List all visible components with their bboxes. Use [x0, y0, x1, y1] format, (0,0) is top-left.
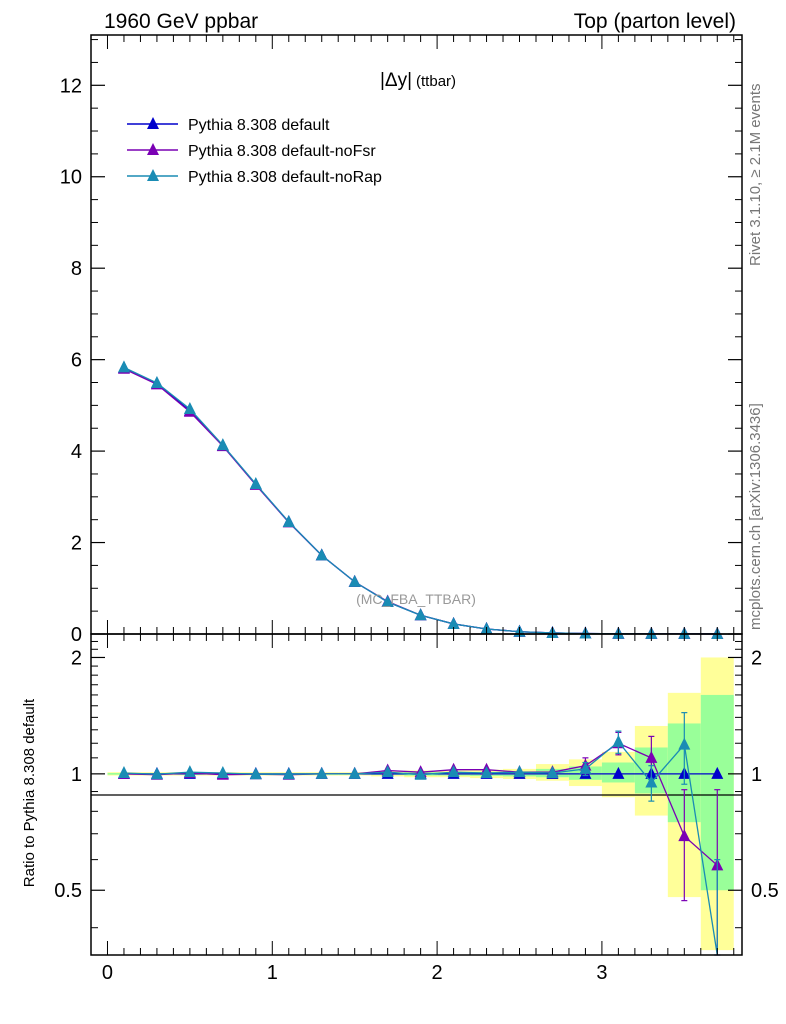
ratio-frame	[90, 633, 743, 956]
ratio-point	[612, 766, 625, 779]
header-right: Top (parton level)	[574, 10, 736, 33]
ratio-point	[513, 765, 526, 778]
ratio-point	[678, 737, 691, 750]
ratio-point	[150, 767, 163, 780]
main-point	[315, 548, 328, 561]
ratio-point	[645, 750, 658, 763]
main-point	[282, 514, 295, 527]
ratio-point	[546, 766, 559, 779]
y-tick-label: 8	[71, 258, 82, 280]
ratio-point	[678, 829, 691, 842]
watermark: (MC_FBA_TTBAR)	[356, 591, 476, 607]
legend: Pythia 8.308 default Pythia 8.308 default…	[127, 117, 382, 186]
ratio-point	[447, 765, 460, 778]
y-tick-label: 4	[71, 441, 82, 463]
main-point	[150, 375, 163, 388]
ratio-point	[183, 765, 196, 778]
plot-title-main: |Δy|	[380, 70, 412, 91]
ratio-point	[216, 766, 229, 779]
ratio-point	[348, 766, 361, 779]
ratio-point	[414, 767, 427, 780]
ratio-y-tick-label-right: 1	[751, 764, 762, 786]
main-point	[381, 594, 394, 607]
rivet-label: Rivet 3.1.10, ≥ 2.1M events	[747, 84, 764, 267]
y-tick-label: 10	[60, 167, 82, 189]
plot-title-suffix: (ttbar)	[416, 73, 456, 90]
main-point	[183, 402, 196, 415]
y-tick-label: 6	[71, 350, 82, 372]
ratio-point	[612, 734, 625, 747]
ratio-point	[711, 766, 724, 779]
ratio-y-tick-label-right: 0.5	[751, 880, 779, 902]
main-point	[117, 360, 130, 373]
main-point	[348, 574, 361, 587]
y-tick-label: 0	[71, 624, 82, 646]
legend-marker	[147, 143, 159, 155]
y-tick-label: 2	[71, 533, 82, 555]
main-panel: 0 2 4 6 8 10 12 |Δy| (ttbar) (MC_FBA_TTBAR) Pyt…	[60, 34, 743, 646]
ratio-point	[315, 766, 328, 779]
plot-title: |Δy| (ttbar)	[380, 70, 456, 91]
header-left: 1960 GeV ppbar	[104, 10, 258, 33]
ratio-y-tick-label-right: 2	[751, 647, 762, 669]
ratio-panel: 0.5 0.5 1 1 2 2 0 1 2 3 Ratio to Pythia 8.308 def…	[21, 633, 779, 984]
ratio-point	[480, 766, 493, 779]
legend-label: Pythia 8.308 default-noRap	[188, 169, 382, 186]
main-point	[216, 438, 229, 451]
legend-marker	[147, 117, 159, 129]
ratio-point	[117, 766, 130, 779]
ratio-y-tick-label: 1	[71, 764, 82, 786]
legend-label: Pythia 8.308 default-noFsr	[188, 143, 376, 160]
main-point	[447, 616, 460, 629]
ratio-point	[249, 767, 262, 780]
x-tick-label: 1	[267, 962, 278, 984]
ratio-ylabel: Ratio to Pythia 8.308 default	[21, 698, 38, 887]
main-point	[249, 477, 262, 490]
ratio-point	[645, 775, 658, 788]
legend-marker	[147, 169, 159, 181]
x-tick-label: 3	[596, 962, 607, 984]
x-tick-label: 2	[432, 962, 443, 984]
legend-label: Pythia 8.308 default	[188, 117, 330, 134]
ratio-point	[282, 767, 295, 780]
ratio-point	[381, 765, 394, 778]
ratio-y-tick-label: 0.5	[54, 880, 82, 902]
main-point	[414, 608, 427, 621]
ratio-y-tick-label: 2	[71, 647, 82, 669]
mcplots-label: mcplots.cern.ch [arXiv:1306.3436]	[747, 403, 764, 630]
ratio-point	[579, 761, 592, 774]
x-tick-label: 0	[102, 962, 113, 984]
y-tick-label: 12	[60, 75, 82, 97]
